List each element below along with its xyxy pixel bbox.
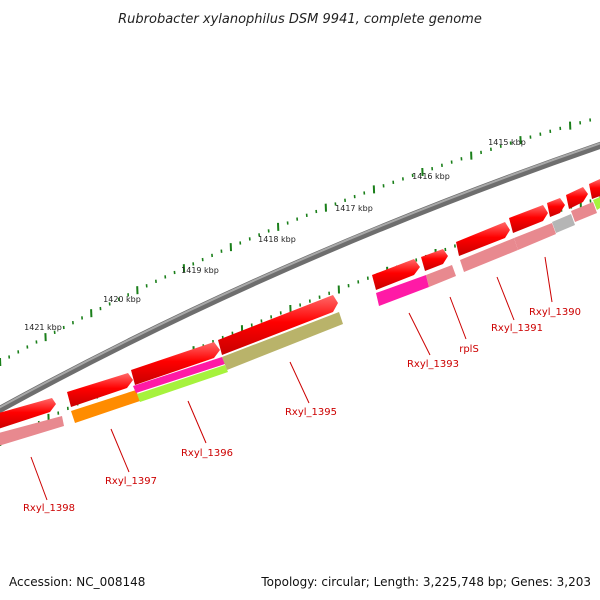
gene-block-rxyl-1391 xyxy=(460,238,518,272)
genome-backbone xyxy=(0,141,600,414)
genome-summary-text: Topology: circular; Length: 3,225,748 bp… xyxy=(260,575,591,589)
gene-block-rxyl-1396 xyxy=(137,365,228,402)
cds-arrow xyxy=(218,295,338,355)
gene-block-lime xyxy=(593,197,600,210)
gene-block-rxyl-1390 xyxy=(514,223,556,250)
cds-arrow xyxy=(456,222,510,256)
gene-block-gray xyxy=(552,214,575,233)
gene-block-rpls xyxy=(426,265,456,287)
tick-label-1417: 1417 kbp xyxy=(335,204,373,213)
cds-arrow xyxy=(509,205,548,233)
tick-label-1418: 1418 kbp xyxy=(258,235,296,244)
gene-label-rxyl-1395: Rxyl_1395 xyxy=(285,407,337,418)
gene-block-rxyl-1396-top xyxy=(133,357,225,393)
gene-block-rxyl-1398 xyxy=(0,416,64,446)
cds-arrow xyxy=(131,342,220,385)
tick-labels: 1415 kbp 1416 kbp 1417 kbp 1418 kbp 1419… xyxy=(24,138,526,332)
cds-arrow xyxy=(566,187,588,209)
accession-text: Accession: NC_008148 xyxy=(9,575,145,589)
cds-arrow xyxy=(67,373,133,407)
cds-arrow xyxy=(547,198,565,217)
gene-label-rxyl-1397: Rxyl_1397 xyxy=(105,476,157,487)
gene-labels: Rxyl_1390 Rxyl_1391 rplS Rxyl_1393 Rxyl_… xyxy=(23,307,581,514)
gene-label-rxyl-1396: Rxyl_1396 xyxy=(181,448,233,459)
cds-track xyxy=(0,179,600,429)
gene-label-rxyl-1393: Rxyl_1393 xyxy=(407,359,459,370)
tick-label-1419: 1419 kbp xyxy=(181,266,219,275)
tick-label-1421: 1421 kbp xyxy=(24,323,62,332)
gc-track-outer xyxy=(0,118,592,367)
gene-label-rpls: rplS xyxy=(459,344,479,355)
cds-arrow xyxy=(0,398,56,429)
gene-block-rxyl-1393 xyxy=(376,275,429,306)
tick-label-1415: 1415 kbp xyxy=(488,138,526,147)
gene-label-rxyl-1391: Rxyl_1391 xyxy=(491,323,543,334)
map-title: Rubrobacter xylanophilus DSM 9941, compl… xyxy=(118,12,482,27)
cds-arrow xyxy=(372,259,420,290)
label-lines xyxy=(30,256,553,501)
gene-block-rxyl-1397 xyxy=(71,390,140,423)
gene-block-pink xyxy=(571,202,597,222)
cds-arrow xyxy=(421,249,448,271)
tick-label-1420: 1420 kbp xyxy=(103,295,141,304)
gene-label-rxyl-1390: Rxyl_1390 xyxy=(529,307,581,318)
feature-track xyxy=(0,197,600,446)
cds-arrow xyxy=(589,179,600,199)
gene-block-rxyl-1395 xyxy=(222,312,343,370)
gene-label-rxyl-1398: Rxyl_1398 xyxy=(23,503,75,514)
tick-label-1416: 1416 kbp xyxy=(412,172,450,181)
